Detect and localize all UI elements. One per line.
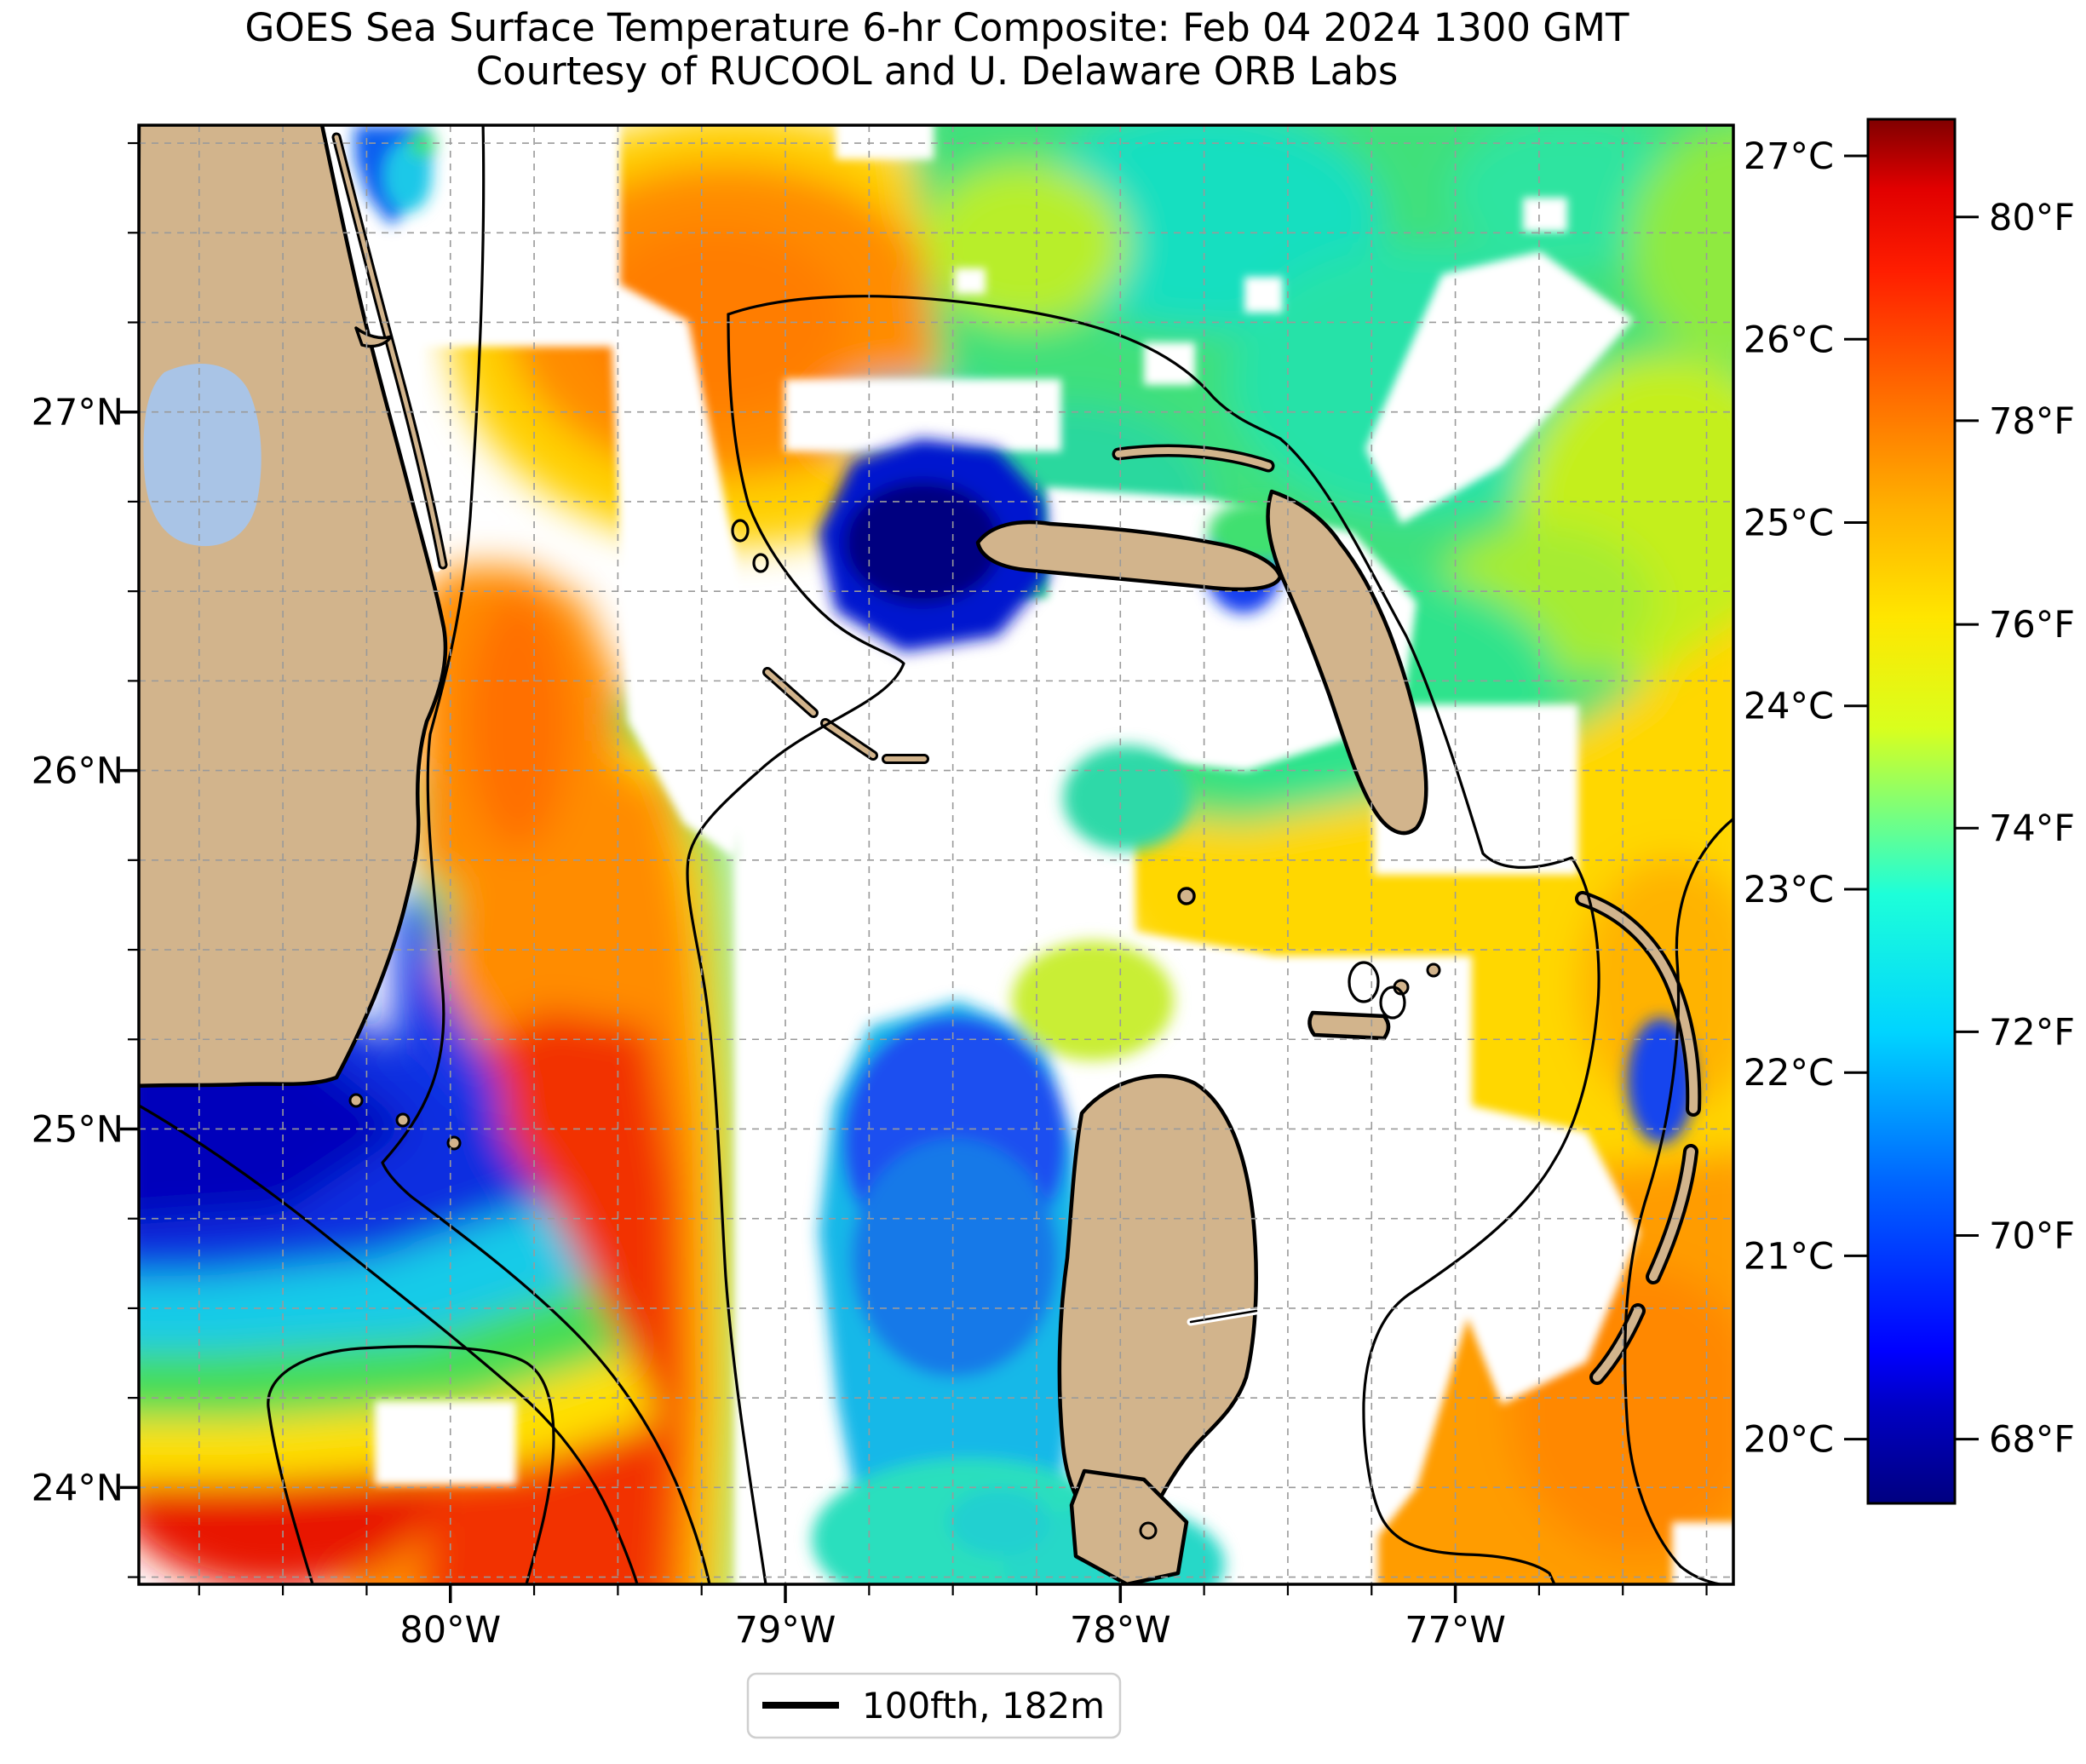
colorbar-ticks (1844, 154, 1979, 1441)
colorbar-tick-labels: 27°C 26°C 25°C 24°C 23°C 22°C 21°C 20°C 80°F 78°F… (1744, 135, 2075, 1462)
colorbar-fahrenheit-label: 76°F (1989, 604, 2075, 646)
colorbar-celsius-label: 22°C (1744, 1052, 1834, 1095)
y-tick-label: 24°N (32, 1467, 124, 1509)
colorbar-gradient (1866, 118, 1957, 1505)
nassau-cay (1426, 962, 1441, 978)
little-bahama-bank-contour (727, 295, 1600, 1584)
colorbar-fahrenheit-label: 72°F (1989, 1011, 2075, 1054)
new-providence-island (1307, 1010, 1391, 1041)
colorbar: 27°C 26°C 25°C 24°C 23°C 22°C 21°C 20°C 80°F 78°F… (1744, 118, 2075, 1505)
plot-title: GOES Sea Surface Temperature 6-hr Compos… (244, 5, 1629, 50)
y-tick-label: 26°N (32, 750, 124, 793)
south-andros-cay (1139, 1521, 1158, 1540)
barrier-island (334, 135, 445, 567)
eleuthera-east-contour (1623, 817, 1733, 1584)
legend-box (746, 1672, 1122, 1739)
berry-islands (1177, 887, 1196, 905)
colorbar-celsius-label: 26°C (1744, 319, 1834, 361)
great-bahama-bank-west-contour (686, 313, 905, 1584)
isobath-contours (139, 125, 1733, 1584)
colorbar-celsius-label: 21°C (1744, 1235, 1834, 1278)
lake-okeechobee (143, 363, 261, 547)
y-tick-label: 25°N (32, 1108, 124, 1151)
axis-tick-labels: 80°W 79°W 78°W 77°W 24°N 25°N 26°N 27°N (32, 392, 1506, 1652)
great-abaco-island (1266, 489, 1428, 836)
legend: 100fth, 182m (746, 1672, 1122, 1739)
indian-river-lagoon (327, 136, 441, 572)
colorbar-fahrenheit-label: 80°F (1989, 197, 2075, 239)
north-abaco-cays (1115, 447, 1272, 469)
cold-pools-and-bank-colors (354, 125, 1695, 1584)
colorbar-celsius-label: 20°C (1744, 1419, 1834, 1462)
x-tick-label: 77°W (1405, 1609, 1506, 1652)
map-area (139, 125, 1733, 1584)
bimini-cay (765, 669, 927, 761)
andros-bight-channel-line (1189, 1309, 1258, 1324)
blue-hole-contour (1348, 961, 1380, 1003)
cay-sal-bank-contour (267, 1345, 555, 1584)
isobath-legend-label: 100fth, 182m (862, 1685, 1105, 1727)
y-tick-label: 27°N (32, 392, 124, 434)
colorbar-celsius-label: 27°C (1744, 135, 1834, 178)
x-tick-label: 79°W (735, 1609, 836, 1652)
eleuthera-chain (1578, 894, 1698, 1382)
colorbar-celsius-label: 24°C (1744, 686, 1834, 728)
small-contour-ring (731, 519, 750, 543)
x-tick-label: 78°W (1070, 1609, 1171, 1652)
blue-hole-contour (1379, 985, 1406, 1020)
florida-shelf-contour (381, 125, 711, 1584)
south-andros (1069, 1468, 1189, 1584)
colorbar-celsius-label: 23°C (1744, 869, 1834, 911)
small-contour-ring (752, 553, 769, 573)
colorbar-fahrenheit-label: 74°F (1989, 807, 2075, 850)
florida-keys-islet (395, 1112, 411, 1128)
colorbar-celsius-label: 25°C (1744, 503, 1834, 545)
axis-ticks (120, 141, 1708, 1603)
colorbar-fahrenheit-label: 68°F (1989, 1419, 2075, 1462)
graticule-grid (139, 125, 1733, 1584)
plot-subtitle: Courtesy of RUCOOL and U. Delaware ORB L… (476, 49, 1399, 94)
map-frame (137, 124, 1735, 1586)
andros-island (1057, 1073, 1258, 1534)
florida-keys-islet (348, 1093, 364, 1108)
keys-reef-contour (139, 1104, 639, 1584)
colorbar-fahrenheit-label: 78°F (1989, 400, 2075, 443)
x-tick-label: 80°W (399, 1609, 501, 1652)
colorbar-fahrenheit-label: 70°F (1989, 1215, 2075, 1258)
